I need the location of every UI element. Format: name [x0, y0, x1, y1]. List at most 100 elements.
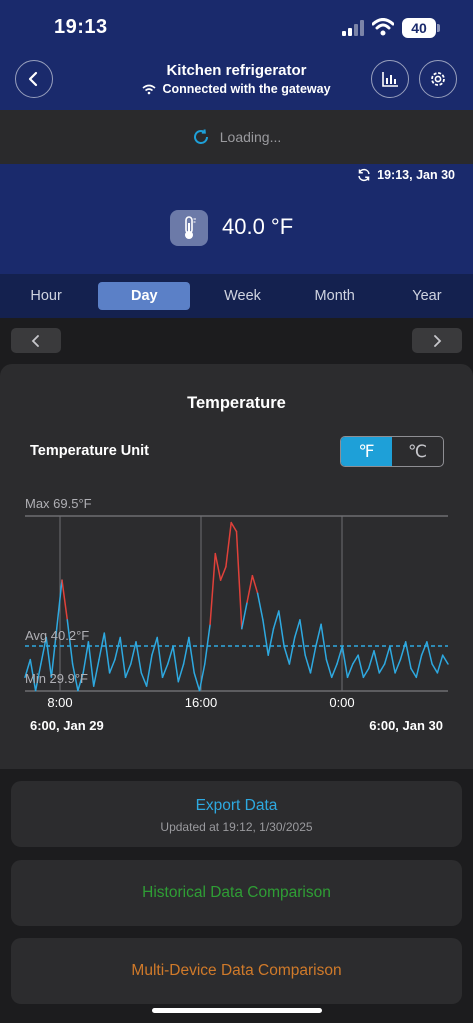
status-time: 19:13 [54, 16, 108, 38]
series-segment [71, 663, 79, 692]
tab-day[interactable]: Day [98, 282, 191, 310]
connection-status: Connected with the gateway [100, 82, 373, 96]
series-segment [441, 654, 449, 665]
loading-bar: Loading... [0, 110, 473, 164]
tab-hour[interactable]: Hour [30, 288, 62, 304]
series-segment [436, 654, 444, 674]
date-end: 6:00, Jan 30 [369, 718, 443, 733]
x-tick-8: 8:00 [47, 695, 72, 710]
series-segment [235, 530, 243, 630]
series-segment [357, 654, 365, 679]
date-start: 6:00, Jan 29 [30, 718, 104, 733]
series-segment [34, 663, 42, 692]
multi-device-comparison-label: Multi-Device Data Comparison [131, 962, 342, 979]
series-segment [151, 636, 158, 656]
back-button[interactable] [15, 60, 53, 98]
tab-week[interactable]: Week [224, 288, 261, 304]
settings-button[interactable] [419, 60, 457, 98]
home-indicator [152, 1008, 322, 1013]
gear-icon [431, 72, 445, 86]
series-segment [103, 632, 111, 674]
series-segment [40, 636, 47, 665]
series-segment [82, 641, 90, 674]
series-segment [415, 654, 423, 679]
avg-label: Avg 40.2°F [25, 628, 89, 643]
previous-page-button[interactable] [11, 328, 61, 353]
series-segment [204, 623, 211, 665]
series-segment [225, 521, 232, 568]
series-segment [66, 619, 74, 665]
series-segment [320, 623, 328, 661]
device-title: Kitchen refrigerator [166, 62, 307, 79]
series-segment [230, 521, 238, 533]
cellular-signal-icon [342, 20, 364, 36]
series-segment [304, 654, 312, 674]
last-sync[interactable]: 19:13, Jan 30 [357, 168, 455, 182]
period-tabs: Hour Day Week Month Year [0, 274, 473, 318]
battery-icon: 40 [402, 18, 440, 38]
series-segment [367, 650, 375, 670]
series-segment [77, 672, 84, 692]
thermometer-icon [170, 210, 208, 246]
connection-status-text: Connected with the gateway [162, 82, 331, 96]
wifi-icon [372, 18, 394, 36]
series-segment [262, 619, 269, 656]
series-segment [383, 645, 391, 665]
statistics-button[interactable] [371, 60, 409, 98]
series-segment [352, 654, 359, 665]
temperature-unit-label: Temperature Unit [30, 443, 149, 459]
x-tick-0: 0:00 [329, 695, 354, 710]
series-segment [87, 641, 95, 687]
series-segment [288, 636, 296, 665]
series-segment [45, 636, 53, 679]
series-segment [399, 641, 407, 661]
sync-time: 19:13, Jan 30 [377, 168, 455, 182]
series-segment [410, 667, 418, 679]
temperature-chart: Max 69.5°F Avg 40.2°F Min 29.9°F 8:00 16… [24, 496, 449, 733]
series-segment [426, 641, 433, 665]
chevron-left-icon [28, 71, 38, 87]
export-updated-text: Updated at 19:12, 1/30/2025 [160, 820, 313, 834]
export-data-label: Export Data [195, 797, 278, 814]
next-page-button[interactable] [412, 328, 462, 353]
wifi-icon [142, 84, 156, 94]
unit-fahrenheit[interactable]: ℉ [341, 437, 392, 466]
tab-month[interactable]: Month [314, 288, 355, 304]
series-segment [161, 663, 169, 679]
reading-panel [0, 164, 473, 274]
series-segment [420, 641, 428, 656]
series-segment [61, 579, 69, 621]
series-segment [55, 579, 63, 630]
series-segment [219, 566, 227, 581]
series-segment [214, 552, 222, 581]
series-segment [193, 672, 201, 692]
series-segment [130, 641, 137, 665]
series-segment [98, 632, 106, 661]
series-segment [378, 663, 386, 674]
current-temperature: 40.0 °F [222, 214, 294, 239]
tab-year[interactable]: Year [412, 288, 442, 304]
series-segment [389, 645, 396, 674]
bar-chart-icon [382, 72, 398, 87]
series-segment [156, 636, 164, 679]
multi-device-comparison-button[interactable]: Multi-Device Data Comparison [11, 938, 462, 1004]
series-segment [135, 641, 143, 674]
max-label: Max 69.5°F [25, 496, 92, 511]
series-segment [272, 610, 280, 630]
series-segment [246, 574, 254, 603]
series-segment [198, 663, 206, 692]
historical-comparison-button[interactable]: Historical Data Comparison [11, 860, 462, 926]
series-segment [24, 658, 32, 679]
series-segment [299, 619, 306, 656]
export-data-button[interactable]: Export Data Updated at 19:12, 1/30/2025 [11, 781, 462, 847]
chevron-right-icon [434, 334, 442, 347]
series-segment [341, 645, 349, 679]
unit-celsius[interactable]: ℃ [407, 441, 428, 461]
series-segment [114, 636, 121, 661]
refresh-icon [358, 168, 370, 182]
series-segment [394, 658, 402, 674]
series-segment [293, 619, 301, 639]
series-segment [373, 650, 381, 674]
loading-spinner-icon [193, 129, 208, 144]
temperature-card [0, 364, 473, 769]
